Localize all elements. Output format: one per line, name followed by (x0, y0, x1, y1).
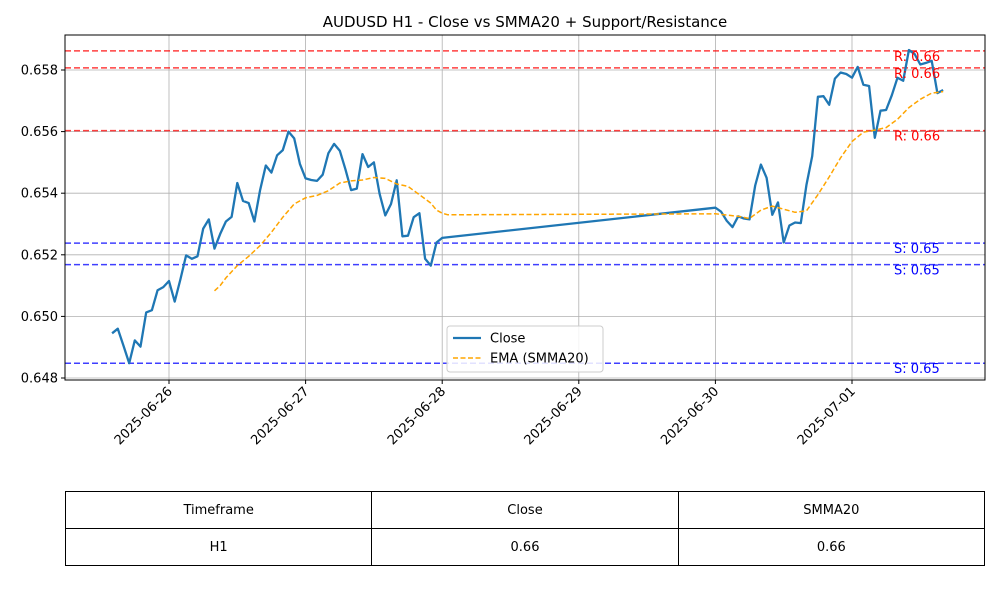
chart: AUDUSD H1 - Close vs SMMA20 + Support/Re… (21, 13, 986, 448)
legend-label: Close (490, 332, 525, 347)
level-annotations: R: 0.66 R: 0.66 R: 0.66 S: 0.65 S: 0.65 S: 0.… (894, 50, 940, 377)
y-tick-label: 0.654 (21, 187, 58, 202)
x-axis: 2025-06-26 2025-06-27 2025-06-28 2025-06-29… (112, 380, 859, 448)
plot-frame (64, 34, 986, 381)
table-cell: 0.66 (371, 528, 679, 566)
x-tick-label: 2025-06-30 (658, 384, 722, 448)
table-header-cell: SMMA20 (677, 491, 986, 529)
table-header-row: Timeframe Close SMMA20 (64, 491, 986, 529)
resistance-label: R: 0.66 (894, 50, 940, 65)
legend: Close EMA (SMMA20) (446, 325, 604, 373)
y-tick-label: 0.656 (21, 125, 58, 140)
resistance-label: R: 0.66 (894, 130, 940, 145)
x-tick-label: 2025-06-27 (248, 384, 312, 448)
chart-title: AUDUSD H1 - Close vs SMMA20 + Support/Re… (323, 13, 728, 31)
support-label: S: 0.65 (894, 242, 940, 257)
x-tick-label: 2025-06-28 (385, 384, 449, 448)
support-label: S: 0.65 (894, 264, 940, 279)
table-row: H1 0.66 0.66 (64, 528, 986, 566)
x-tick-label: 2025-07-01 (795, 384, 859, 448)
y-tick-label: 0.648 (21, 372, 58, 387)
table-cell: H1 (64, 528, 373, 566)
table-header-cell: Timeframe (64, 491, 373, 529)
legend-label: EMA (SMMA20) (490, 352, 589, 367)
y-axis: 0.648 0.650 0.652 0.654 0.656 0.658 (21, 64, 65, 387)
support-label: S: 0.65 (894, 362, 940, 377)
legend-box (446, 325, 604, 373)
table-cell: 0.66 (677, 528, 986, 566)
resistance-label: R: 0.66 (894, 67, 940, 82)
x-tick-label: 2025-06-26 (112, 384, 176, 448)
close-line (111, 48, 944, 365)
y-tick-label: 0.658 (21, 64, 58, 79)
y-tick-label: 0.650 (21, 310, 58, 325)
series-lines (111, 48, 944, 365)
y-tick-label: 0.652 (21, 248, 58, 263)
summary-table: Timeframe Close SMMA20 H1 0.66 0.66 (64, 491, 986, 566)
smma20-line (213, 90, 944, 292)
x-tick-label: 2025-06-29 (522, 384, 586, 448)
table-header-cell: Close (371, 491, 679, 529)
